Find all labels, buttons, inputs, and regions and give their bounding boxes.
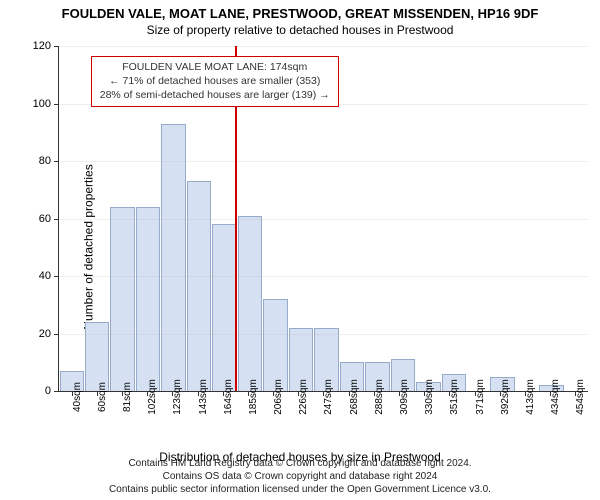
y-tick-label: 100 (33, 98, 51, 110)
y-tick-label: 0 (45, 385, 51, 397)
x-tick-label: 164sqm (223, 379, 234, 415)
x-tick-label: 413sqm (525, 379, 536, 415)
attribution-line: Contains HM Land Registry data © Crown c… (0, 457, 600, 470)
histogram-bar (238, 216, 262, 391)
x-tick: 164sqm (210, 391, 235, 441)
x-tick-label: 102sqm (147, 379, 158, 415)
x-tick: 309sqm (386, 391, 411, 441)
x-tick-label: 434sqm (550, 379, 561, 415)
x-tick: 351sqm (437, 391, 462, 441)
x-tick: 226sqm (286, 391, 311, 441)
x-tick: 330sqm (412, 391, 437, 441)
x-tick: 371sqm (462, 391, 487, 441)
histogram-bar (187, 181, 211, 391)
x-tick: 247sqm (311, 391, 336, 441)
attribution-line: Contains OS data © Crown copyright and d… (0, 470, 600, 483)
x-tick-label: 40sqm (72, 382, 83, 412)
x-tick: 185sqm (235, 391, 260, 441)
x-tick: 123sqm (160, 391, 185, 441)
x-tick: 143sqm (185, 391, 210, 441)
x-tick-label: 392sqm (500, 379, 511, 415)
gridline (59, 161, 588, 162)
histogram-bar (136, 207, 160, 391)
gridline (59, 276, 588, 277)
y-tick-label: 80 (39, 155, 51, 167)
x-tick: 434sqm (538, 391, 563, 441)
x-tick-label: 330sqm (424, 379, 435, 415)
gridline (59, 46, 588, 47)
y-tick (54, 161, 59, 162)
x-tick: 60sqm (84, 391, 109, 441)
page-subtitle: Size of property relative to detached ho… (0, 21, 600, 41)
x-tick-label: 123sqm (172, 379, 183, 415)
attribution-line: Contains public sector information licen… (0, 483, 600, 496)
x-tick-label: 185sqm (248, 379, 259, 415)
y-tick-label: 20 (39, 328, 51, 340)
histogram-bar (161, 124, 185, 391)
x-tick-label: 226sqm (298, 379, 309, 415)
annotation-box: FOULDEN VALE MOAT LANE: 174sqm← 71% of d… (91, 56, 339, 107)
x-tick-label: 247sqm (323, 379, 334, 415)
x-tick: 81sqm (109, 391, 134, 441)
gridline (59, 334, 588, 335)
annotation-line: FOULDEN VALE MOAT LANE: 174sqm (100, 61, 330, 75)
x-tick: 268sqm (336, 391, 361, 441)
x-tick-label: 351sqm (449, 379, 460, 415)
x-ticks-group: 40sqm60sqm81sqm102sqm123sqm143sqm164sqm1… (59, 391, 588, 441)
y-tick-label: 120 (33, 40, 51, 52)
annotation-line: ← 71% of detached houses are smaller (35… (100, 75, 330, 89)
y-tick-label: 60 (39, 213, 51, 225)
x-tick: 288sqm (361, 391, 386, 441)
y-tick-label: 40 (39, 270, 51, 282)
x-tick-label: 143sqm (198, 379, 209, 415)
y-tick (54, 391, 59, 392)
x-tick: 392sqm (487, 391, 512, 441)
page-title-address: FOULDEN VALE, MOAT LANE, PRESTWOOD, GREA… (0, 0, 600, 21)
y-tick (54, 276, 59, 277)
gridline (59, 219, 588, 220)
histogram-bar (212, 224, 236, 391)
x-tick-label: 371sqm (475, 379, 486, 415)
x-tick-label: 60sqm (97, 382, 108, 412)
y-tick (54, 334, 59, 335)
plot-area: 40sqm60sqm81sqm102sqm123sqm143sqm164sqm1… (58, 46, 588, 392)
x-tick-label: 454sqm (575, 379, 586, 415)
x-tick: 413sqm (512, 391, 537, 441)
histogram-bar (263, 299, 287, 391)
annotation-line: 28% of semi-detached houses are larger (… (100, 89, 330, 103)
x-tick-label: 206sqm (273, 379, 284, 415)
attribution: Contains HM Land Registry data © Crown c… (0, 457, 600, 496)
x-tick: 102sqm (135, 391, 160, 441)
x-tick-label: 309sqm (399, 379, 410, 415)
histogram-bar (110, 207, 134, 391)
y-tick (54, 46, 59, 47)
x-tick-label: 288sqm (374, 379, 385, 415)
x-tick: 206sqm (261, 391, 286, 441)
x-tick-label: 268sqm (349, 379, 360, 415)
x-tick: 40sqm (59, 391, 84, 441)
y-tick (54, 104, 59, 105)
y-tick (54, 219, 59, 220)
x-tick: 454sqm (563, 391, 588, 441)
x-tick-label: 81sqm (122, 382, 133, 412)
histogram-bar (85, 322, 109, 391)
chart-container: Number of detached properties 40sqm60sqm… (0, 46, 600, 448)
